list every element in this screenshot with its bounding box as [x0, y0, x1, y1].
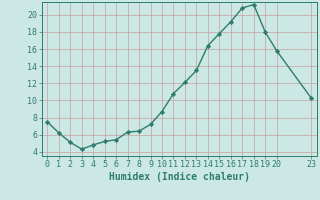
- X-axis label: Humidex (Indice chaleur): Humidex (Indice chaleur): [109, 172, 250, 182]
